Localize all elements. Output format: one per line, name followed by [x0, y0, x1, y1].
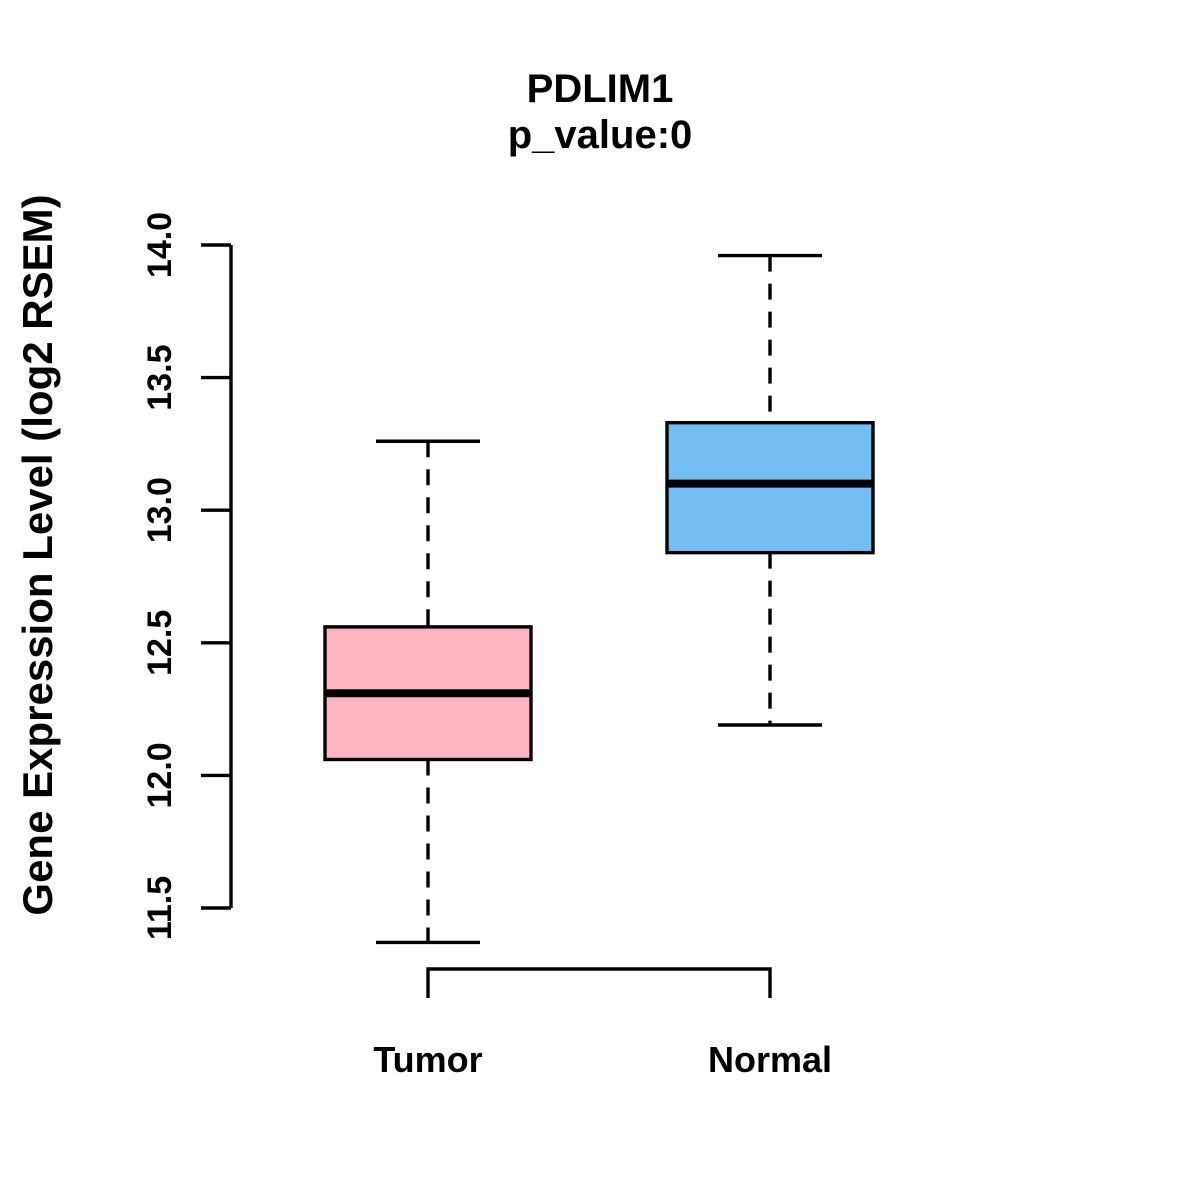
chart-subtitle: p_value:0	[507, 113, 693, 157]
y-tick-label: 13.0	[141, 477, 179, 543]
x-category-label-normal: Normal	[708, 1039, 832, 1080]
y-tick-label: 13.5	[141, 345, 179, 411]
chart-title: PDLIM1	[526, 67, 674, 111]
y-tick-label: 14.0	[141, 212, 179, 278]
y-tick-label: 12.5	[141, 610, 179, 676]
y-tick-label: 12.0	[141, 742, 179, 808]
comparison-bracket	[426, 967, 772, 998]
chart-title-block: PDLIM1 p_value:0	[508, 66, 693, 158]
y-tick-label: 11.5	[141, 876, 179, 940]
x-category-label-tumor: Tumor	[373, 1039, 482, 1080]
